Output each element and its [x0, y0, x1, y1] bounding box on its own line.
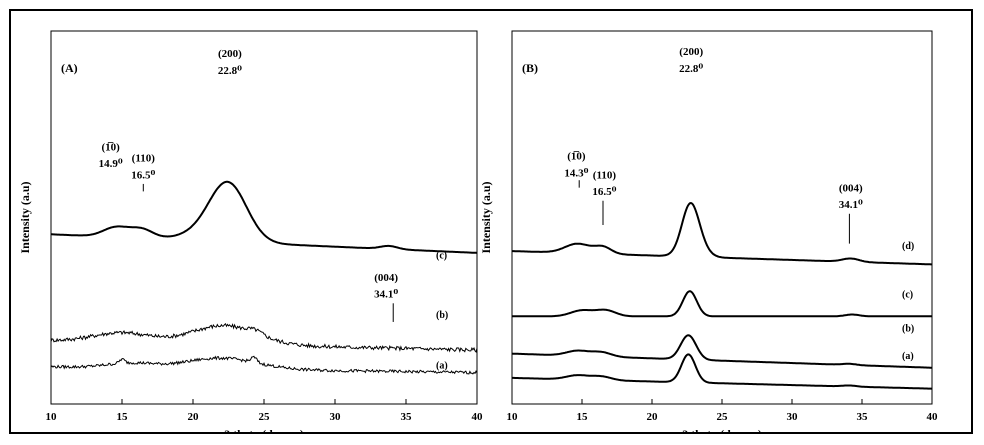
series-line — [50, 322, 478, 353]
peak-annotation-hkl: (110) — [593, 169, 617, 181]
series-label: (c) — [436, 251, 447, 262]
panel-label: (B) — [522, 61, 538, 75]
x-tick-label: 30 — [330, 411, 342, 423]
peak-annotation-angle: 22.8⁰ — [679, 63, 703, 75]
x-tick-label: 35 — [857, 411, 869, 423]
series-label: (b) — [436, 310, 448, 321]
x-tick-label: 10 — [507, 411, 519, 423]
peak-annotation-angle: 22.8⁰ — [218, 65, 242, 77]
series-line — [511, 334, 932, 369]
x-tick-label: 40 — [472, 411, 484, 423]
peak-annotation-hkl: (004) — [839, 182, 863, 194]
peak-annotation-hkl: (1̅0) — [101, 141, 120, 153]
chart-panel-b: 10 15 20 25 30 35 40 2 theta (degree) Intensity … — [479, 30, 939, 432]
x-axis-title: 2 theta (degree) — [682, 427, 762, 432]
peak-annotation-hkl: (200) — [679, 46, 703, 58]
peak-annotation-angle: 16.5⁰ — [131, 169, 155, 181]
peak-annotation-angle: 16.5⁰ — [592, 186, 616, 198]
peak-annotation-angle: 34.1⁰ — [374, 289, 398, 301]
plot-area — [50, 30, 478, 405]
chart-panel-a: 10 15 20 25 30 35 40 2 theta (degree) Intensity … — [18, 30, 484, 432]
peak-annotation-hkl: (200) — [218, 48, 242, 60]
x-tick-label: 20 — [188, 411, 200, 423]
peak-annotation-hkl: (110) — [132, 153, 156, 165]
x-axis-title: 2 theta (degree) — [224, 427, 304, 432]
x-tick-label: 35 — [401, 411, 413, 423]
x-tick-label: 25 — [717, 411, 729, 423]
series-line — [512, 290, 932, 318]
series-line — [512, 353, 933, 390]
x-tick-label: 30 — [787, 411, 799, 423]
series-label: (a) — [902, 351, 914, 362]
peak-annotation-angle: 34.1⁰ — [839, 199, 863, 211]
peak-annotation-hkl: (1̅0) — [567, 151, 586, 163]
x-tick-label: 15 — [577, 411, 589, 423]
x-tick-label: 25 — [259, 411, 271, 423]
panel-label: (A) — [61, 61, 78, 75]
peak-annotation-angle: 14.9⁰ — [99, 158, 123, 170]
peak-annotation-angle: 14.3⁰ — [564, 167, 588, 179]
peak-annotation-hkl: (004) — [374, 272, 398, 284]
series-label: (a) — [436, 361, 448, 372]
figure-frame: 10 15 20 25 30 35 40 2 theta (degree) Intensity … — [9, 9, 973, 434]
series-label: (c) — [902, 290, 913, 301]
series-line — [512, 201, 932, 266]
y-axis-title: Intensity (a.u) — [18, 181, 32, 253]
x-tick-label: 20 — [647, 411, 659, 423]
series-label: (d) — [902, 241, 914, 252]
series-label: (b) — [902, 323, 914, 334]
x-tick-label: 15 — [117, 411, 129, 423]
x-tick-label: 40 — [927, 411, 939, 423]
series-line — [50, 355, 478, 375]
y-axis-title: Intensity (a.u) — [479, 181, 493, 253]
plot-area — [511, 30, 933, 405]
x-tick-label: 10 — [46, 411, 58, 423]
xrd-chart: 10 15 20 25 30 35 40 2 theta (degree) Intensity … — [18, 30, 939, 432]
series-line — [51, 180, 478, 254]
